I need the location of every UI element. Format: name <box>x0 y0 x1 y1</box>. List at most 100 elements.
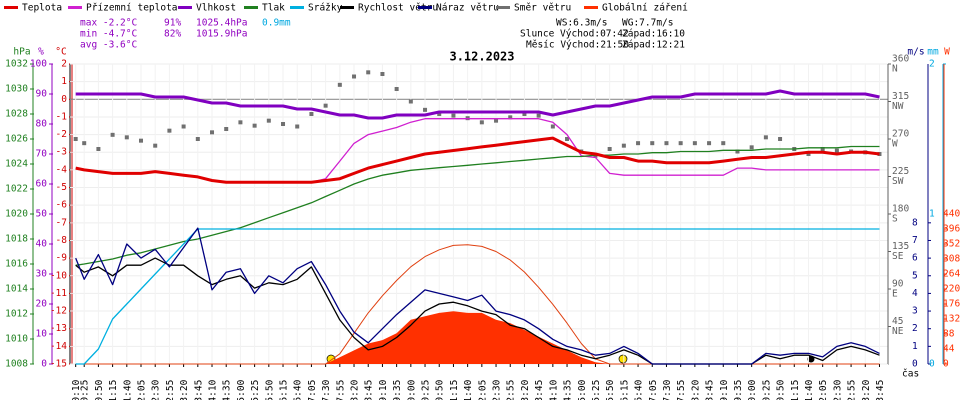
tick-label: 70 <box>36 149 48 160</box>
x-tick-label: 02:55 <box>165 380 176 400</box>
x-tick-label: 12:05 <box>477 380 488 400</box>
x-tick-label: 10:25 <box>421 380 432 400</box>
tick-label: -10 <box>50 270 67 281</box>
tick-label: 3 <box>912 306 918 317</box>
direction-point <box>337 82 342 87</box>
series-line <box>75 89 880 120</box>
series-line <box>75 136 880 184</box>
info-text: WG:7.7m/s <box>622 18 673 29</box>
tick-label: 45 <box>892 316 903 327</box>
tick-label: 0 <box>929 359 935 370</box>
legend-label: Náraz větru <box>436 3 499 14</box>
legend-swatch <box>496 6 510 9</box>
x-tick-label: 21:40 <box>804 379 815 400</box>
tick-label: 1016 <box>5 259 28 270</box>
tick-direction: SE <box>892 251 904 262</box>
tick-label: 176 <box>943 299 960 310</box>
info-text: Slunce Východ:07:42 <box>520 29 629 40</box>
tick-label: 8 <box>912 217 918 228</box>
x-tick-label: 08:20 <box>350 379 361 400</box>
tick-label: 308 <box>943 254 960 265</box>
direction-point <box>195 137 200 141</box>
tick-label: 135 <box>892 241 909 252</box>
x-tick-label: 16:40 <box>634 379 645 400</box>
direction-point <box>96 147 101 151</box>
direction-point <box>167 128 172 133</box>
direction-point <box>295 124 300 129</box>
stat-text: avg -3.6°C <box>80 40 137 51</box>
tick-label: 1024 <box>5 159 28 170</box>
axis-unit: hPa <box>13 47 30 58</box>
direction-point <box>735 149 740 154</box>
x-tick-label: 06:40 <box>293 379 304 400</box>
direction-point <box>252 123 257 128</box>
legend-swatch <box>584 6 598 9</box>
x-tick-label: 13:45 <box>534 380 545 400</box>
x-tick-label: 22:55 <box>847 380 858 400</box>
tick-label: -4 <box>56 164 68 175</box>
x-tick-label: 19:10 <box>719 379 730 400</box>
x-tick-label: 03:45 <box>193 380 204 400</box>
legend-swatch <box>178 6 192 9</box>
direction-point <box>139 138 144 143</box>
axis-unit: % <box>38 47 44 58</box>
tick-label: 20 <box>36 299 48 310</box>
x-axis-label: čas <box>902 369 919 380</box>
direction-point <box>678 141 683 146</box>
tick-label: 1022 <box>5 184 28 195</box>
legend-label: Teplota <box>22 3 62 14</box>
legend-label: Směr větru <box>514 3 571 14</box>
direction-point <box>508 115 513 120</box>
direction-point <box>423 107 428 112</box>
direction-point <box>210 130 215 135</box>
tick-direction: N <box>892 64 898 75</box>
x-tick-label: 07:30 <box>321 379 332 400</box>
tick-label: -14 <box>50 341 67 352</box>
legend-label: Srážky <box>308 3 343 14</box>
legend-label: Vlhkost <box>196 3 236 14</box>
x-tick-label: 14:10 <box>548 379 559 400</box>
x-tick-label: 01:15 <box>108 380 119 400</box>
direction-point <box>820 147 825 151</box>
x-tick-label: 07:05 <box>307 380 318 400</box>
info-text: Měsíc Východ:21:50 <box>526 40 629 51</box>
x-tick-label: 20:50 <box>776 379 787 400</box>
x-tick-label: 15:25 <box>591 380 602 400</box>
info-text: WS:6.3m/s <box>556 18 607 29</box>
direction-point <box>707 141 712 146</box>
direction-point <box>565 137 570 141</box>
tick-label: -11 <box>50 288 67 299</box>
x-tick-label: 09:10 <box>378 379 389 400</box>
tick-label: 352 <box>943 239 960 250</box>
x-tick-label: 18:45 <box>705 380 716 400</box>
tick-label: -2 <box>56 129 67 140</box>
x-tick-label: 09:35 <box>392 380 403 400</box>
tick-label: -1 <box>56 111 68 122</box>
direction-point <box>621 143 626 148</box>
tick-label: 180 <box>892 204 909 215</box>
direction-point <box>266 118 271 123</box>
x-tick-label: 23:20 <box>861 379 872 400</box>
legend-swatch <box>290 6 304 9</box>
x-tick-label: 08:45 <box>364 380 375 400</box>
tick-label: -7 <box>56 217 67 228</box>
direction-point <box>394 87 399 91</box>
x-tick-label: 06:15 <box>279 380 290 400</box>
info-text: Západ:12:21 <box>622 40 685 51</box>
direction-point <box>352 74 357 79</box>
radiation-area <box>75 311 880 364</box>
tick-direction: E <box>892 289 898 300</box>
direction-point <box>636 141 641 146</box>
direction-point <box>721 141 726 146</box>
direction-point <box>479 120 484 125</box>
x-tick-label: 17:55 <box>676 380 687 400</box>
x-tick-label: 10:50 <box>435 379 446 400</box>
tick-label: 1026 <box>5 134 28 145</box>
direction-point <box>749 145 754 150</box>
direction-point <box>494 118 499 123</box>
tick-label: 4 <box>912 288 918 299</box>
tick-label: 88 <box>943 329 955 340</box>
x-tick-label: 04:10 <box>208 379 219 400</box>
tick-label: 1018 <box>5 234 28 245</box>
series-line <box>75 228 880 365</box>
